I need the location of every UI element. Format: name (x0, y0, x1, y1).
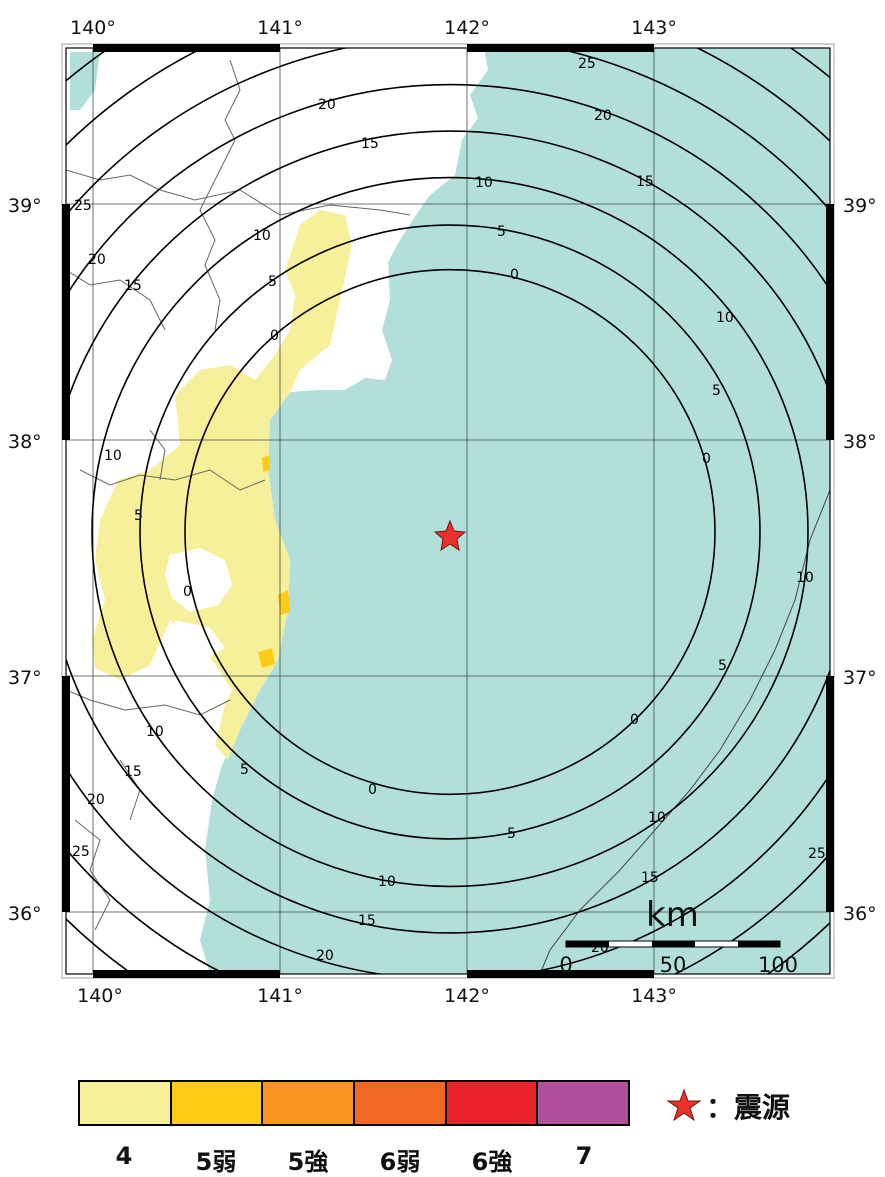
legend-label-5-upper: 5強 (287, 1148, 329, 1176)
epicenter-star-icon (433, 519, 467, 552)
lon-label-top: 140° (70, 17, 116, 39)
intensity-4-area (92, 210, 352, 760)
intensity-5-lower-patch (278, 590, 290, 615)
legend-color-bar (78, 1080, 630, 1126)
contour-label-0: 0 (368, 782, 377, 798)
epicenter-key-label: ：震源 (706, 1091, 791, 1124)
legend-label-7: 7 (575, 1142, 593, 1170)
intensity-5-lower-patch (262, 455, 270, 472)
lon-label-bottom: 143° (631, 985, 677, 1007)
contour-label-5: 5 (268, 274, 277, 290)
contour-label-5: 5 (507, 826, 516, 842)
intensity-5-lower-patch (258, 648, 275, 668)
legend-swatch-6-upper (446, 1082, 539, 1124)
contour-label-25: 25 (578, 56, 596, 72)
map-outer-frame (61, 43, 835, 979)
epicenter-key: ：震源 (666, 1086, 790, 1126)
contour-label-10: 10 (475, 175, 493, 191)
contour-ring (66, 130, 830, 934)
contour-label-25: 25 (808, 846, 826, 862)
sea-patch-northwest (70, 52, 100, 110)
sea-area (200, 48, 830, 974)
trench-line (539, 489, 830, 974)
contour-label-5: 5 (718, 658, 727, 674)
legend-swatch-5-upper (263, 1082, 356, 1124)
contour-label-0: 0 (270, 328, 279, 344)
lat-label-left: 38° (8, 431, 42, 453)
legend-swatch-5-lower (171, 1082, 264, 1124)
intensity-4-gap (175, 620, 225, 662)
scale-bar-tick-100: 100 (758, 953, 798, 977)
lon-label-top: 141° (257, 17, 303, 39)
contour-label-15: 15 (361, 136, 379, 152)
lat-label-right: 39° (843, 195, 877, 217)
contour-label-0: 0 (702, 451, 711, 467)
lat-label-right: 37° (843, 667, 877, 689)
contour-label-15: 15 (358, 913, 376, 929)
contour-label-5: 5 (712, 383, 721, 399)
contour-label-15: 15 (124, 764, 142, 780)
contour-label-15: 15 (636, 174, 654, 190)
contour-ring (91, 176, 809, 888)
scale-bar: km 0 50 100 (559, 895, 798, 977)
lat-label-right: 36° (843, 903, 877, 925)
legend-labels: 4 5弱 5強 6弱 6強 7 (78, 1142, 630, 1177)
contour-label-20: 20 (318, 97, 336, 113)
contour-label-20: 20 (316, 948, 334, 964)
prefecture-borders (66, 59, 411, 931)
contour-label-5: 5 (497, 224, 506, 240)
contour-label-5: 5 (134, 508, 143, 524)
lat-label-left: 36° (8, 903, 42, 925)
contour-label-10: 10 (378, 874, 396, 890)
legend-label-6-lower: 6弱 (379, 1148, 421, 1176)
legend-label-5-lower: 5弱 (195, 1148, 237, 1176)
contour-label-0: 0 (183, 584, 192, 600)
contour-label-0: 0 (630, 712, 639, 728)
frame-checker-bars (62, 44, 834, 978)
contour-label-20: 20 (594, 108, 612, 124)
contour-label-10: 10 (716, 310, 734, 326)
contour-label-10: 10 (104, 448, 122, 464)
red-star-icon (666, 1088, 702, 1122)
scale-bar-tick-0: 0 (559, 953, 572, 977)
contour-label-15: 15 (641, 870, 659, 886)
lat-label-left: 37° (8, 667, 42, 689)
contour-label-10: 10 (796, 570, 814, 586)
intensity-4-gap (165, 548, 232, 612)
scale-bar-tick-50: 50 (660, 953, 687, 977)
lat-label-left: 39° (8, 195, 42, 217)
contour-label-25: 25 (72, 844, 90, 860)
legend-swatch-7 (538, 1082, 629, 1124)
contour-label-5: 5 (240, 762, 249, 778)
contour-label-10: 10 (648, 810, 666, 826)
contour-label-10: 10 (146, 724, 164, 740)
intensity-legend: 4 5弱 5強 6弱 6強 7 ：震源 (78, 1080, 885, 1176)
lon-label-bottom: 142° (444, 985, 490, 1007)
lon-label-bottom: 140° (77, 985, 123, 1007)
contour-label-20: 20 (88, 252, 106, 268)
lat-label-right: 38° (843, 431, 877, 453)
contour-ring (66, 83, 830, 974)
contour-label-0: 0 (510, 267, 519, 283)
legend-label-4: 4 (115, 1142, 133, 1170)
lon-label-top: 142° (444, 17, 490, 39)
lon-label-top: 143° (631, 17, 677, 39)
contour-label-25: 25 (74, 198, 92, 214)
contour-label-10: 10 (253, 228, 271, 244)
contour-ring (139, 224, 761, 840)
legend-swatch-6-lower (355, 1082, 447, 1124)
legend-label-6-upper: 6強 (471, 1148, 513, 1176)
legend-swatch-4 (80, 1082, 172, 1124)
scale-bar-unit: km (646, 895, 699, 935)
contour-ring (184, 268, 716, 796)
contour-label-15: 15 (124, 278, 142, 294)
lon-label-bottom: 141° (257, 985, 303, 1007)
map-frame (65, 47, 831, 975)
contour-labels: 0 0 0 0 0 0 5 5 5 5 5 5 5 10 10 10 10 10… (72, 56, 826, 964)
contour-label-20: 20 (87, 792, 105, 808)
